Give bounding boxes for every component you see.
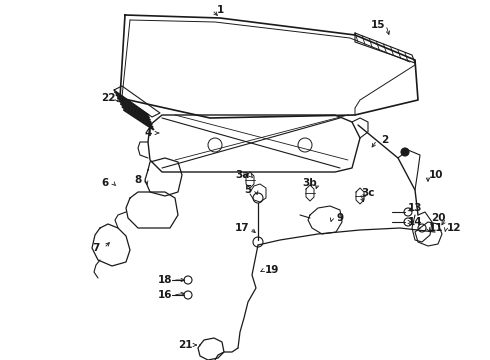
Text: 10: 10 xyxy=(429,170,443,180)
Text: 2: 2 xyxy=(381,135,389,145)
Text: 3a: 3a xyxy=(235,170,249,180)
Text: 9: 9 xyxy=(337,213,343,223)
Text: 19: 19 xyxy=(265,265,279,275)
Text: 20: 20 xyxy=(431,213,445,223)
Text: 17: 17 xyxy=(235,223,249,233)
Text: 8: 8 xyxy=(134,175,142,185)
Text: 21: 21 xyxy=(178,340,192,350)
Text: 14: 14 xyxy=(408,217,422,227)
Text: 18: 18 xyxy=(158,275,172,285)
Text: 11: 11 xyxy=(429,223,443,233)
Text: 3c: 3c xyxy=(361,188,375,198)
Text: 6: 6 xyxy=(101,178,109,188)
Text: 22: 22 xyxy=(101,93,115,103)
Circle shape xyxy=(401,148,409,156)
Text: 13: 13 xyxy=(408,203,422,213)
Text: 1: 1 xyxy=(217,5,223,15)
Text: 7: 7 xyxy=(92,243,99,253)
Text: 12: 12 xyxy=(447,223,461,233)
Text: 5: 5 xyxy=(245,185,252,195)
Text: 3b: 3b xyxy=(303,178,318,188)
Text: 16: 16 xyxy=(158,290,172,300)
Text: 4: 4 xyxy=(145,128,152,138)
Text: 15: 15 xyxy=(371,20,385,30)
